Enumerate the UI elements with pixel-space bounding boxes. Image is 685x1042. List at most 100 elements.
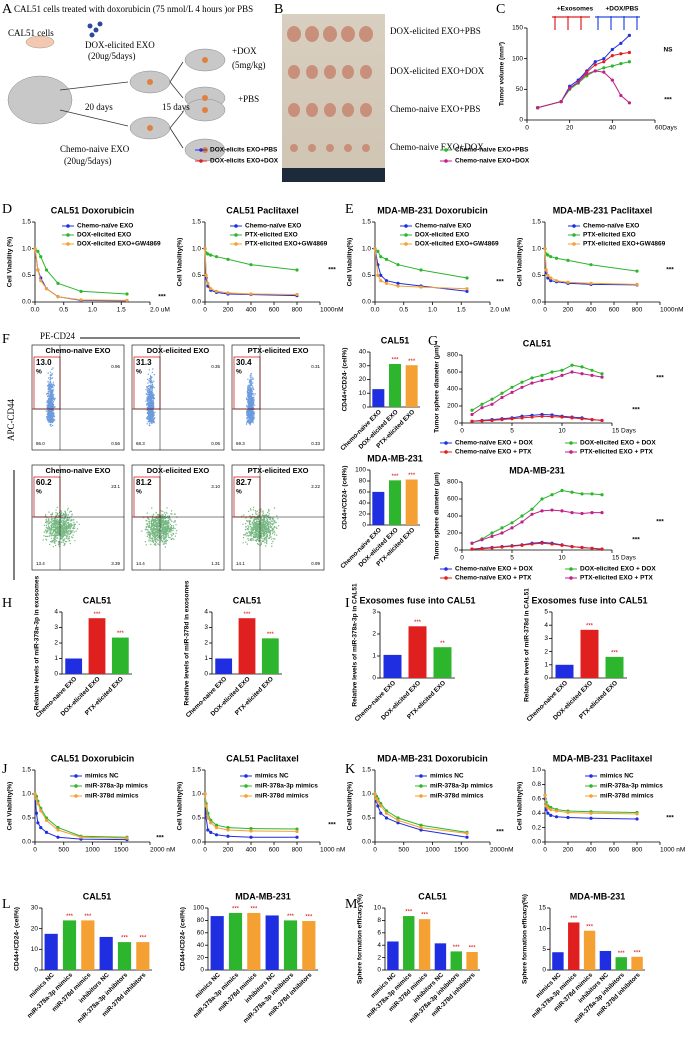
series-line bbox=[544, 248, 638, 286]
legend-label: DOX-elicits EXO+DOX bbox=[210, 158, 279, 165]
data-point bbox=[79, 289, 83, 293]
gate-unit: % bbox=[36, 369, 42, 376]
data-point bbox=[384, 816, 389, 820]
x-tick-label: 400 bbox=[246, 307, 257, 314]
data-point bbox=[226, 291, 230, 295]
a-pbs: +PBS bbox=[238, 94, 259, 104]
data-point bbox=[470, 412, 474, 417]
bar bbox=[555, 664, 574, 678]
axes bbox=[34, 770, 150, 843]
legend-label: miR-378d mimics bbox=[600, 793, 654, 800]
b-label: Chemo-naive EXO+PBS bbox=[390, 104, 480, 114]
data-point bbox=[554, 809, 559, 813]
x-tick-label: 1000nM bbox=[660, 307, 684, 314]
x-tick-label: 10 bbox=[558, 555, 566, 562]
legend-marker bbox=[199, 148, 203, 152]
bar bbox=[372, 491, 385, 525]
flow-events bbox=[45, 367, 56, 427]
x-tick-label: 60Days bbox=[655, 125, 678, 132]
y-tick-label: 1.0 bbox=[22, 245, 31, 252]
data-point bbox=[396, 281, 400, 285]
y-tick-label: 0.0 bbox=[362, 839, 371, 846]
data-point bbox=[554, 279, 559, 283]
data-point bbox=[39, 279, 43, 283]
bar bbox=[283, 920, 298, 970]
data-point bbox=[554, 256, 559, 260]
x-tick-label: 2.0 uM bbox=[490, 307, 510, 314]
data-point bbox=[34, 811, 39, 815]
gate-percent: 60.2 bbox=[36, 478, 52, 487]
x-tick-label: 1000 nM bbox=[320, 847, 345, 854]
data-point bbox=[465, 276, 469, 280]
data-point bbox=[44, 287, 49, 291]
panel-label: K bbox=[345, 762, 355, 777]
data-point bbox=[226, 834, 230, 838]
y-tick-label: 1 bbox=[54, 655, 58, 662]
y-tick-label: 4 bbox=[204, 609, 208, 616]
gate-unit: % bbox=[236, 369, 242, 376]
legend-label: Chemo-naïve EXO + DOX bbox=[455, 440, 534, 447]
a-dox-exo: DOX-elicited EXO bbox=[85, 40, 155, 50]
data-point bbox=[570, 510, 574, 515]
series-line bbox=[204, 248, 298, 271]
tumors bbox=[287, 26, 373, 152]
legend-label: mimics NC bbox=[85, 773, 119, 780]
series-line bbox=[537, 70, 630, 109]
tumor-dots bbox=[147, 57, 208, 153]
data-point bbox=[550, 415, 554, 419]
data-point bbox=[549, 276, 553, 280]
data-point bbox=[34, 797, 39, 801]
bar bbox=[215, 658, 233, 674]
y-tick-label: 0.4 bbox=[532, 810, 541, 817]
x-tick-label: 200 bbox=[563, 307, 574, 314]
legend-label: Chemo-naïve EXO bbox=[77, 223, 133, 230]
legend-label: miR-378a-3p mimics bbox=[255, 783, 318, 790]
legend-marker bbox=[244, 784, 248, 788]
legend-marker bbox=[444, 441, 448, 445]
legend-label: PTX-elicited EXO + PTX bbox=[580, 575, 653, 582]
data-point bbox=[546, 253, 550, 257]
data-point bbox=[510, 385, 514, 389]
data-point bbox=[550, 370, 554, 374]
data-point bbox=[635, 282, 639, 286]
data-point bbox=[589, 263, 593, 267]
data-point bbox=[419, 828, 423, 832]
data-point bbox=[249, 292, 253, 296]
y-axis-label: Cell Viability(%) bbox=[7, 782, 14, 831]
bar bbox=[568, 922, 580, 970]
data-point bbox=[610, 64, 614, 68]
y-tick-label: 0.0 bbox=[22, 299, 31, 306]
bar bbox=[238, 618, 256, 674]
x-tick-label: 600 bbox=[609, 307, 620, 314]
quadrant-value: 23.1 bbox=[111, 484, 120, 489]
data-point bbox=[384, 811, 389, 815]
data-point bbox=[214, 289, 219, 293]
chart-title: CAL51 Doxorubicin bbox=[51, 753, 135, 763]
data-point bbox=[500, 531, 504, 535]
data-point bbox=[33, 247, 37, 251]
flow-events bbox=[245, 373, 256, 426]
data-point bbox=[540, 541, 544, 545]
bar bbox=[302, 921, 316, 970]
quadrant-value: 0.56 bbox=[111, 441, 120, 446]
series-line bbox=[537, 61, 630, 109]
y-tick-label: 2 bbox=[377, 954, 381, 961]
y-tick-label: 0.0 bbox=[22, 839, 31, 846]
x-tick-label: 1000 bbox=[425, 847, 440, 854]
annotation: *** bbox=[632, 407, 640, 414]
y-tick-label: 0 bbox=[34, 967, 38, 974]
data-point bbox=[206, 281, 210, 285]
data-point bbox=[480, 406, 484, 410]
data-point bbox=[510, 544, 514, 548]
data-point bbox=[465, 831, 469, 835]
data-point bbox=[602, 60, 606, 64]
bar bbox=[605, 656, 624, 678]
significance: *** bbox=[139, 936, 147, 942]
data-point bbox=[214, 833, 219, 837]
y-axis-label: CD44+/CD24- (cell%) bbox=[14, 907, 21, 971]
y-tick-label: 0.0 bbox=[362, 299, 371, 306]
bar bbox=[247, 912, 261, 970]
bar bbox=[228, 912, 243, 970]
x-tick-label: 0 bbox=[203, 847, 207, 854]
y-tick-label: 800 bbox=[447, 479, 458, 486]
